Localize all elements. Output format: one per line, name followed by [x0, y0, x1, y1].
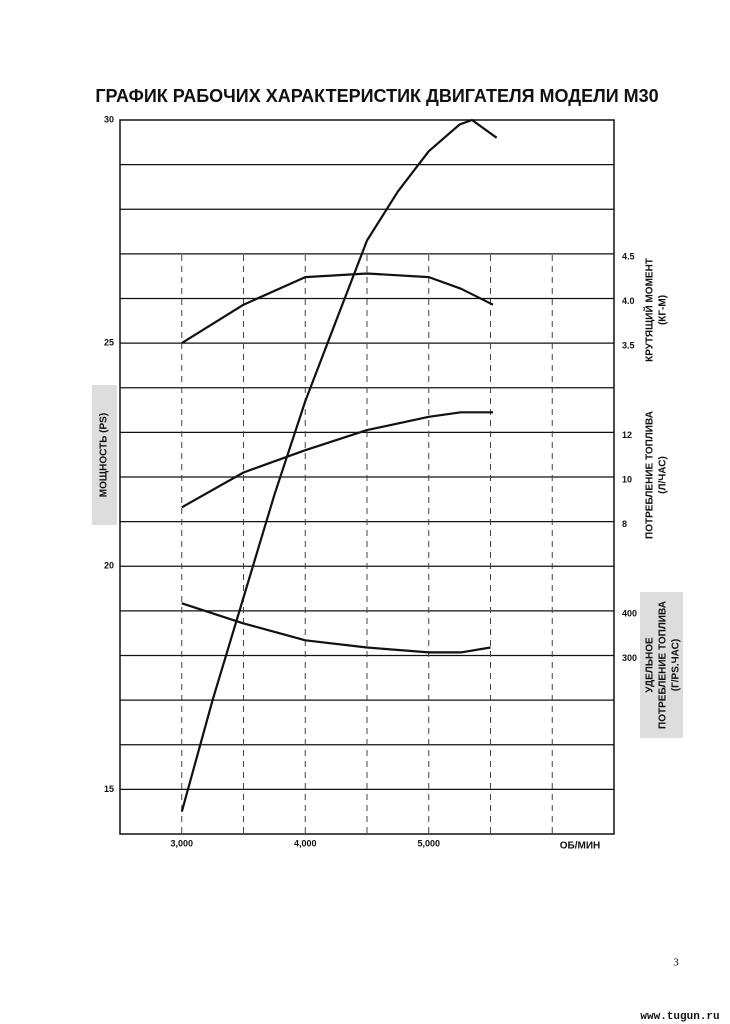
x-axis-label: ОБ/МИН [560, 841, 600, 852]
y3-tick-label: 8 [622, 519, 627, 529]
curve [180, 118, 498, 812]
y2-axis-label: (КГ-М) [658, 295, 669, 325]
y2-tick-label: 3.5 [622, 341, 635, 351]
curve [181, 411, 493, 509]
x-tick-label: 3,000 [170, 838, 193, 848]
curve [181, 272, 494, 345]
y4-tick-label: 400 [622, 608, 637, 618]
y3-axis-label: (Л/ЧАС) [658, 456, 669, 494]
y4-axis-label: УДЕЛЬНОЕ [645, 637, 656, 693]
y-tick-label: 15 [104, 784, 114, 794]
page-number: 3 [673, 957, 679, 969]
x-tick-label: 5,000 [417, 838, 440, 848]
y2-tick-label: 4.5 [622, 251, 635, 261]
y4-axis-label: ПОТРЕБЛЕНИЕ ТОПЛИВА [658, 601, 669, 729]
watermark: www.tugun.ru [640, 1011, 719, 1023]
y4-axis-label: (Г/PS.ЧАС) [671, 639, 682, 691]
y-tick-label: 25 [104, 338, 114, 348]
y-tick-label: 30 [104, 114, 114, 124]
ylabel-box [92, 385, 117, 525]
x-tick-label: 4,000 [294, 838, 317, 848]
y-axis-label: МОЩНОСТЬ (PS) [99, 413, 110, 497]
y4label-box [640, 592, 683, 738]
y3-tick-label: 12 [622, 430, 632, 440]
y3-tick-label: 10 [622, 474, 632, 484]
chart-title: ГРАФИК РАБОЧИХ ХАРАКТЕРИСТИК ДВИГАТЕЛЯ М… [95, 86, 658, 106]
y2-tick-label: 4.0 [622, 296, 635, 306]
y-tick-label: 20 [104, 561, 114, 571]
y2-axis-label: КРУТЯЩИЙ МОМЕНТ [643, 258, 656, 362]
y3-axis-label: ПОТРЕБЛЕНИЕ ТОПЛИВА [645, 411, 656, 539]
curve [181, 602, 491, 654]
y4-tick-label: 300 [622, 653, 637, 663]
